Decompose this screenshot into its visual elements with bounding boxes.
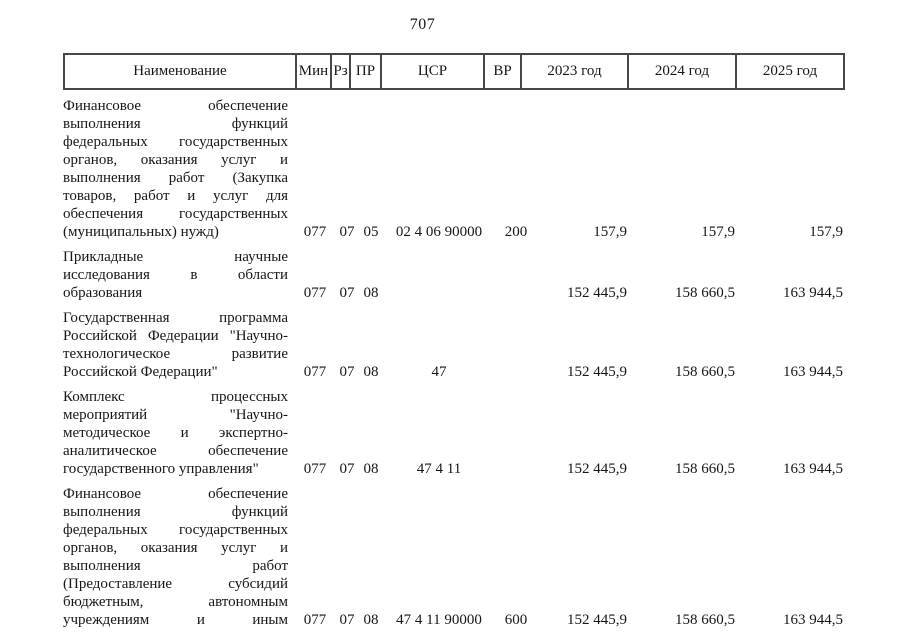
rz-code-cell: 07 bbox=[339, 364, 355, 380]
csr-code-cell: 47 bbox=[431, 364, 447, 380]
header-cell-rz: Рз bbox=[330, 53, 349, 90]
amount-2025-cell: 163 944,5 bbox=[783, 461, 843, 477]
pr-code-cell: 08 bbox=[363, 461, 379, 477]
header-cell-pr: ПР bbox=[349, 53, 380, 90]
csr-code-cell: 02 4 06 90000 bbox=[395, 224, 483, 240]
header-cell-min: Мин bbox=[295, 53, 330, 90]
pr-code-cell: 08 bbox=[363, 612, 379, 628]
min-code-cell: 077 bbox=[303, 285, 327, 301]
header-cell-name: Наименование bbox=[63, 53, 295, 90]
amount-2023-cell: 152 445,9 bbox=[567, 612, 627, 628]
table-body: Финансовое обеспечение выполнения функци… bbox=[63, 97, 843, 629]
amount-2023-cell: 152 445,9 bbox=[567, 364, 627, 380]
name-cell: Прикладные научные исследования в област… bbox=[63, 249, 288, 301]
amount-2025-cell: 157,9 bbox=[809, 224, 843, 240]
name-cell: Финансовое обеспечение выполнения функци… bbox=[63, 98, 288, 240]
table-row: Финансовое обеспечение выполнения функци… bbox=[63, 485, 843, 629]
min-code-cell: 077 bbox=[303, 364, 327, 380]
min-code-cell: 077 bbox=[303, 612, 327, 628]
amount-2025-cell: 163 944,5 bbox=[783, 285, 843, 301]
name-cell: Государственная программа Российской Фед… bbox=[63, 310, 288, 380]
pr-code-cell: 08 bbox=[363, 364, 379, 380]
table-row: Прикладные научные исследования в област… bbox=[63, 248, 843, 302]
table-row: Государственная программа Российской Фед… bbox=[63, 309, 843, 381]
table-row: Комплекс процессных мероприятий "Научно-… bbox=[63, 388, 843, 478]
min-code-cell: 077 bbox=[303, 461, 327, 477]
amount-2024-cell: 157,9 bbox=[701, 224, 735, 240]
name-cell: Финансовое обеспечение выполнения функци… bbox=[63, 486, 288, 628]
rz-code-cell: 07 bbox=[339, 612, 355, 628]
amount-2024-cell: 158 660,5 bbox=[675, 364, 735, 380]
amount-2024-cell: 158 660,5 bbox=[675, 461, 735, 477]
header-cell-2023: 2023 год bbox=[520, 53, 627, 90]
csr-code-cell: 47 4 11 bbox=[416, 461, 462, 477]
amount-2025-cell: 163 944,5 bbox=[783, 364, 843, 380]
vr-code-cell: 200 bbox=[504, 224, 528, 240]
csr-code-cell: 47 4 11 90000 bbox=[396, 612, 482, 628]
table-row: Финансовое обеспечение выполнения функци… bbox=[63, 97, 843, 241]
rz-code-cell: 07 bbox=[339, 461, 355, 477]
budget-table-header: Наименование Мин Рз ПР ЦСР ВР 2023 год 2… bbox=[63, 53, 845, 90]
amount-2024-cell: 158 660,5 bbox=[675, 285, 735, 301]
rz-code-cell: 07 bbox=[339, 285, 355, 301]
min-code-cell: 077 bbox=[303, 224, 327, 240]
page-number: 707 bbox=[409, 16, 436, 33]
amount-2025-cell: 163 944,5 bbox=[783, 612, 843, 628]
header-cell-2025: 2025 год bbox=[735, 53, 845, 90]
amount-2023-cell: 152 445,9 bbox=[567, 461, 627, 477]
amount-2023-cell: 157,9 bbox=[593, 224, 627, 240]
amount-2024-cell: 158 660,5 bbox=[675, 612, 735, 628]
header-cell-vr: ВР bbox=[483, 53, 520, 90]
pr-code-cell: 08 bbox=[363, 285, 379, 301]
pr-code-cell: 05 bbox=[363, 224, 379, 240]
header-cell-csr: ЦСР bbox=[380, 53, 483, 90]
amount-2023-cell: 152 445,9 bbox=[567, 285, 627, 301]
name-cell: Комплекс процессных мероприятий "Научно-… bbox=[63, 389, 288, 477]
header-cell-2024: 2024 год bbox=[627, 53, 735, 90]
vr-code-cell: 600 bbox=[504, 612, 528, 628]
rz-code-cell: 07 bbox=[339, 224, 355, 240]
